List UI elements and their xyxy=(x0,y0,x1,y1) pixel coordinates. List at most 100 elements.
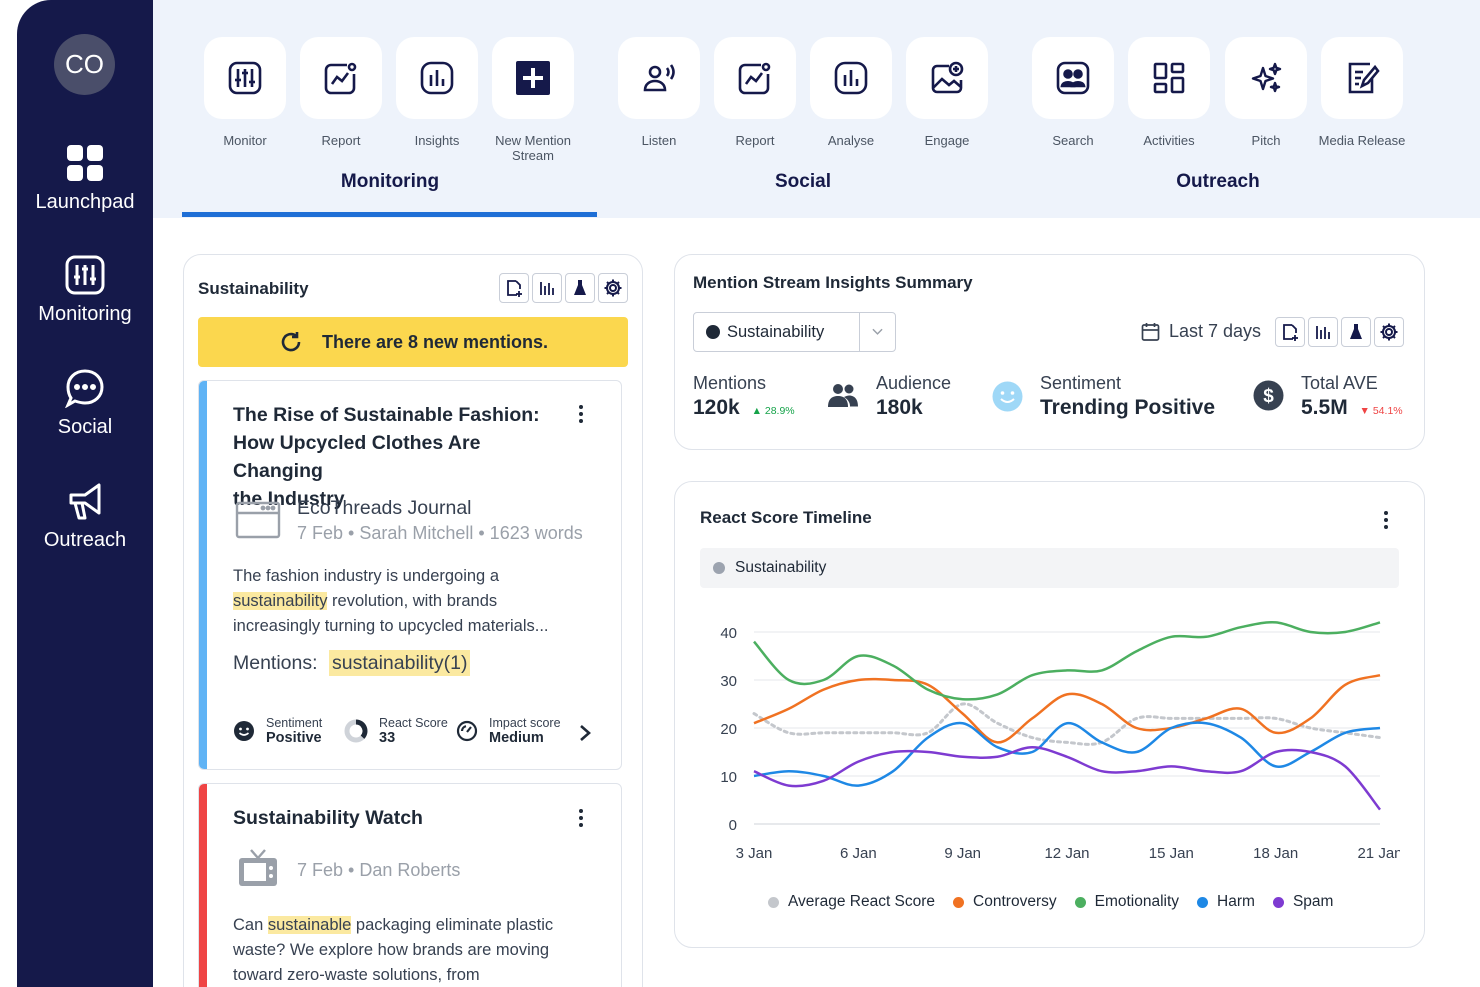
snippet-line: increasingly turning to upcycled materia… xyxy=(233,617,549,635)
sliders-icon xyxy=(228,61,262,95)
legend-item[interactable]: Emotionality xyxy=(1074,893,1179,911)
sidebar-item-outreach[interactable]: Outreach xyxy=(17,481,153,552)
gear-icon xyxy=(1380,323,1398,341)
edit-document-icon xyxy=(1348,62,1380,94)
stream-select[interactable]: Sustainability xyxy=(693,312,896,352)
article-title-line: the Industry xyxy=(233,488,345,510)
timeline-filter-chip[interactable]: Sustainability xyxy=(700,548,1399,588)
kpi-mentions-value: 120k ▲ 28.9% xyxy=(693,396,795,420)
active-tab-indicator xyxy=(182,212,597,217)
article-menu-button[interactable] xyxy=(576,402,586,426)
settings-button[interactable] xyxy=(598,273,628,303)
donut-icon xyxy=(344,719,368,743)
image-plus-icon xyxy=(931,61,964,94)
metric-label: React Score xyxy=(379,716,448,730)
tool-label: Activities xyxy=(1143,133,1195,148)
tool-report[interactable]: Report xyxy=(300,37,382,148)
legend-item[interactable]: Spam xyxy=(1272,893,1333,911)
tool-activities[interactable]: Activities xyxy=(1128,37,1210,148)
smiley-icon xyxy=(234,721,254,741)
audience-icon xyxy=(828,384,858,407)
kpi-audience-value: 180k xyxy=(876,396,923,419)
series-line-average-react-score[interactable] xyxy=(752,702,1382,746)
sidebar-item-monitoring[interactable]: Monitoring xyxy=(17,255,153,326)
insights-summary-card xyxy=(674,254,1425,450)
tool-monitor[interactable]: Monitor xyxy=(204,37,286,148)
legend-item[interactable]: Controversy xyxy=(953,893,1057,911)
legend-label: Controversy xyxy=(973,893,1057,910)
article-menu-button[interactable] xyxy=(576,806,586,830)
tool-label: Listen xyxy=(641,133,677,148)
chevron-right-icon[interactable] xyxy=(577,723,593,743)
mention-card[interactable] xyxy=(198,380,622,770)
sidebar-item-label: Launchpad xyxy=(35,191,135,213)
article-title[interactable]: Sustainability Watch xyxy=(233,807,423,829)
kpi-mentions-label: Mentions xyxy=(693,373,767,393)
tab-outreach[interactable]: Outreach xyxy=(1176,171,1260,192)
series-line-harm[interactable] xyxy=(753,721,1381,787)
timeline-menu-button[interactable] xyxy=(1381,508,1391,532)
series-line-spam[interactable] xyxy=(753,745,1381,811)
timeline-title: React Score Timeline xyxy=(700,508,872,527)
tool-listen[interactable]: Listen xyxy=(618,37,700,148)
source-name[interactable]: EcoThreads Journal xyxy=(297,497,472,519)
plus-square-icon xyxy=(516,61,550,95)
export-button[interactable] xyxy=(499,273,529,303)
metric-label: Sentiment xyxy=(266,716,323,730)
tool-label: Monitor xyxy=(223,133,267,148)
series-line-controversy[interactable] xyxy=(753,673,1381,744)
sidebar-item-social[interactable]: Social xyxy=(17,368,153,439)
contact-search-icon xyxy=(1056,61,1090,95)
analytics-button[interactable] xyxy=(1308,317,1338,347)
avatar[interactable]: CO xyxy=(54,34,115,95)
kpi-ave-value: 5.5M ▼ 54.1% xyxy=(1301,396,1403,420)
x-tick-label: 9 Jan xyxy=(944,845,981,862)
card-accent-stripe xyxy=(199,784,207,987)
sidebar-item-launchpad[interactable]: Launchpad xyxy=(17,143,153,214)
tool-analyse[interactable]: Analyse xyxy=(810,37,892,148)
kpi-audience-label: Audience xyxy=(876,373,952,393)
lab-button[interactable] xyxy=(1341,317,1371,347)
snippet-line: The fashion industry is undergoing a xyxy=(233,567,499,585)
y-tick-label: 0 xyxy=(729,817,737,834)
export-button[interactable] xyxy=(1275,317,1305,347)
tool-new-mention-stream[interactable]: New Mention Stream xyxy=(492,37,574,163)
tool-insights[interactable]: Insights xyxy=(396,37,478,148)
legend-swatch xyxy=(953,896,965,908)
y-tick-label: 10 xyxy=(720,769,737,786)
tool-engage[interactable]: Engage xyxy=(906,37,988,148)
legend-label: Harm xyxy=(1217,893,1255,910)
settings-button[interactable] xyxy=(1374,317,1404,347)
article-meta: 7 Feb • Dan Roberts xyxy=(297,860,461,880)
tab-social[interactable]: Social xyxy=(775,171,831,192)
date-range-picker[interactable]: Last 7 days xyxy=(1169,321,1262,341)
mentions-label: Mentions: xyxy=(233,652,318,674)
tool-media-release[interactable]: Media Release xyxy=(1319,37,1405,148)
article-title[interactable]: The Rise of Sustainable Fashion: How Upc… xyxy=(233,401,573,513)
web-source-icon xyxy=(235,501,281,539)
stream-color-dot xyxy=(706,325,720,339)
tool-label: Search xyxy=(1052,133,1094,148)
tab-monitoring[interactable]: Monitoring xyxy=(340,171,440,192)
tool-search[interactable]: Search xyxy=(1032,37,1114,148)
new-mentions-banner[interactable]: There are 8 new mentions. xyxy=(198,317,628,367)
react-score-line-chart: 0 10 20 30 40 3 Jan 6 Jan 9 Jan 12 Jan 15 Jan 18 J… xyxy=(720,621,1400,862)
tool-label: Report xyxy=(321,133,361,148)
lab-button[interactable] xyxy=(565,273,595,303)
sparkles-icon xyxy=(1251,62,1282,93)
legend-item[interactable]: Harm xyxy=(1197,893,1255,911)
y-tick-label: 30 xyxy=(720,673,737,690)
stream-select-value: Sustainability xyxy=(727,322,825,341)
insights-title: Mention Stream Insights Summary xyxy=(693,273,973,292)
card-accent-stripe xyxy=(199,381,207,769)
gear-icon xyxy=(604,279,622,297)
mention-keyword-chip[interactable]: sustainability(1) xyxy=(328,650,471,676)
tool-pitch[interactable]: Pitch xyxy=(1225,37,1307,148)
series-line-emotionality[interactable] xyxy=(753,621,1381,701)
snippet-line: waste? We explore how brands are moving xyxy=(233,941,550,959)
tool-social-report[interactable]: Report xyxy=(714,37,796,148)
keyword-highlight: sustainable xyxy=(267,916,352,934)
legend-item[interactable]: Average React Score xyxy=(768,893,935,911)
analytics-button[interactable] xyxy=(532,273,562,303)
